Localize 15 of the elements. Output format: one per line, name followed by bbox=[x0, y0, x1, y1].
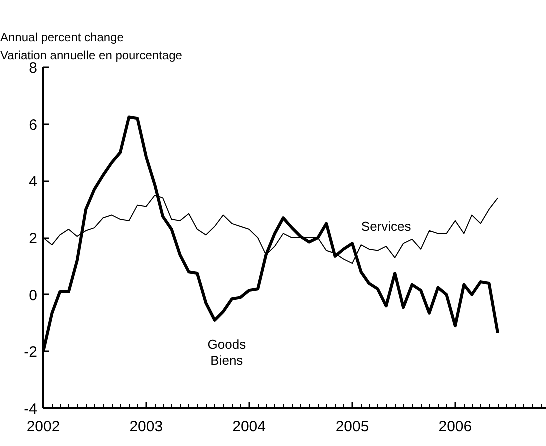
x-tick-label: 2004 bbox=[232, 418, 266, 436]
y-tick-label: 8 bbox=[29, 60, 38, 77]
x-tick-label: 2002 bbox=[26, 418, 60, 436]
series-label: Goods Biens bbox=[208, 336, 247, 368]
y-tick-label: -4 bbox=[24, 401, 38, 418]
x-tick-label: 2006 bbox=[438, 418, 472, 436]
y-tick-label: 6 bbox=[29, 116, 38, 134]
series-label: Services bbox=[361, 219, 412, 234]
y-tick-label: -2 bbox=[24, 344, 38, 362]
y-tick-label: 0 bbox=[29, 287, 38, 304]
y-tick-label: 4 bbox=[29, 174, 38, 191]
y-axis-title: Annual percent change Variation annuelle en pourcentage bbox=[0, 30, 183, 62]
x-tick-label: 2005 bbox=[336, 418, 370, 436]
x-tick-label: 2003 bbox=[130, 418, 164, 436]
y-tick-label: 2 bbox=[29, 230, 38, 248]
